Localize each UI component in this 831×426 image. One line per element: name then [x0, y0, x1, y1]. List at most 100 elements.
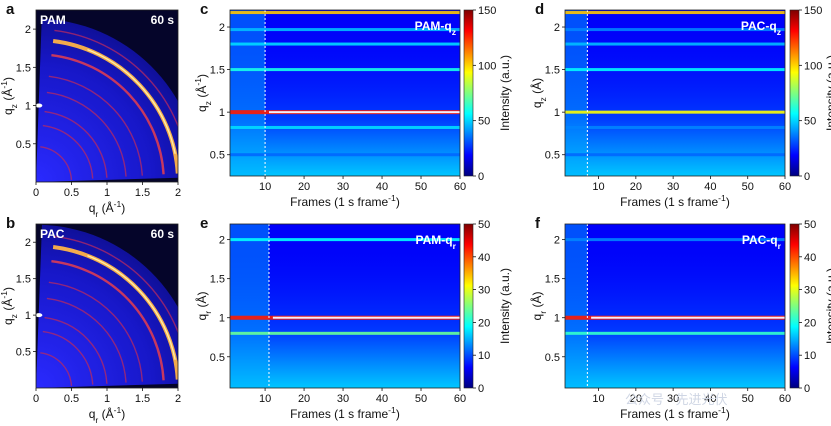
ring-q-1.5: [48, 281, 144, 382]
panel-letter: f: [535, 215, 541, 232]
x-tick-label: 30: [337, 393, 349, 405]
x-tick-label: 50: [415, 393, 427, 405]
colorbar-tick-label: 30: [804, 285, 816, 297]
colorbar-scale: [463, 9, 474, 177]
panel-letter: d: [535, 1, 544, 18]
watermark-text: 公众号 · 先进光伏: [625, 392, 728, 407]
time-label: 60 s: [151, 227, 175, 241]
panel-label: PAM: [40, 13, 66, 27]
band-q-0.8: [230, 331, 460, 335]
y-tick-label: 1.5: [545, 65, 560, 77]
colorbar-scale: [789, 9, 800, 177]
band-q-2.17: [230, 11, 460, 15]
colorbar-tick-label: 100: [478, 60, 496, 72]
time-label: 60 s: [151, 13, 175, 27]
low-q-gradient: [565, 10, 785, 176]
colorbar-tick-label: 50: [478, 219, 490, 231]
low-q-gradient: [230, 224, 460, 388]
band-q-0.5: [565, 153, 785, 157]
ring-q-1: [44, 316, 108, 384]
y-tick-label: 2: [25, 24, 31, 36]
x-axis-label: Frames (1 s frame-1): [620, 193, 730, 209]
ring-q-1: [44, 110, 108, 178]
y-tick-label: 0.5: [545, 352, 560, 364]
x-tick-label: 60: [779, 393, 791, 405]
panel-b: PAC 60 s 0 0.5 1 1.5 2 0.5 1 1.5 2 qr (Å-1) qz (Å-1)…: [0, 215, 181, 425]
y-tick-label: 2: [219, 22, 225, 34]
panel-letter: a: [6, 1, 15, 18]
plot-frame: [564, 223, 786, 389]
band-q-0.82: [230, 125, 460, 129]
x-tick-label: 20: [298, 393, 310, 405]
x-tick-label: 10: [592, 181, 604, 193]
panel-letter: b: [6, 215, 15, 232]
x-tick-label: 1.5: [135, 393, 150, 405]
x-tick-label: 40: [704, 393, 716, 405]
x-tick-label: 30: [667, 393, 679, 405]
x-tick-label: 40: [376, 393, 388, 405]
y-tick-label: 2: [554, 235, 560, 247]
plot-area: [565, 224, 785, 388]
colorbar: 0 50 100 150 Intensity (a.u.): [463, 5, 512, 183]
colorbar-tick-label: 50: [478, 116, 490, 128]
y-tick-label: 1: [554, 313, 560, 325]
y-tick-label: 1.5: [210, 274, 225, 286]
ring-q-1.27: [46, 91, 127, 177]
colorbar-tick-label: 0: [804, 383, 810, 395]
y-axis-label: qr (Å): [529, 292, 548, 321]
y-tick-label: 1: [219, 107, 225, 119]
band-core-q-1: [591, 316, 785, 319]
x-tick-label: 20: [298, 181, 310, 193]
colorbar-tick-label: 50: [804, 219, 816, 231]
colorbar: 0 50 100 150 Intensity (a.u.): [789, 5, 831, 183]
specular-spot: [36, 103, 43, 108]
colorbar: 0 10 20 30 40 50 Intensity (a.u.): [463, 219, 512, 395]
y-axis-label: qr (Å): [194, 292, 213, 321]
x-tick-label: 40: [376, 181, 388, 193]
plot-area: [36, 10, 178, 182]
colorbar-label: Intensity (a.u.): [498, 268, 512, 344]
panel-c: PAM-qz 0 50 100 150 Intensity (a.u.) 10 20 30 40 5…: [193, 1, 512, 209]
x-tick-label: 2: [175, 393, 181, 405]
x-tick-label: 20: [630, 181, 642, 193]
y-tick-label: 0.5: [210, 150, 225, 162]
y-axis-label: qz (Å-1): [0, 77, 19, 115]
panel-a: PAM 60 s 0 0.5 1 1.5 2 0.5 1 1.5 2 qr (Å-1) qz (Å-1)…: [0, 1, 181, 219]
colorbar-tick-label: 0: [478, 171, 484, 183]
band-q-0.82: [565, 125, 785, 129]
panel-label: PAM-qr: [416, 233, 457, 251]
band-q-1.8: [565, 42, 785, 46]
colorbar-scale: [463, 223, 474, 389]
y-tick-label: 0.5: [16, 139, 31, 151]
y-tick-label: 1: [554, 107, 560, 119]
ring-q-1.5: [48, 75, 144, 176]
x-tick-label: 0.5: [64, 187, 79, 199]
y-tick-label: 1.5: [16, 62, 31, 74]
x-tick-label: 30: [667, 181, 679, 193]
plot-frame: [229, 223, 461, 389]
ring-highlight: [87, 48, 176, 154]
y-axis-label: qz (Å-1): [193, 74, 213, 112]
plot-area: [565, 10, 785, 176]
missing-wedge: [36, 224, 42, 388]
colorbar-tick-label: 40: [478, 252, 490, 264]
x-tick-label: 20: [630, 393, 642, 405]
x-tick-label: 0.5: [64, 393, 79, 405]
colorbar-tick-label: 20: [804, 317, 816, 329]
y-axis-label: qz (Å-1): [0, 287, 19, 325]
early-frames-region: [565, 224, 588, 388]
ring-q-2.15: [54, 29, 178, 129]
band-q-1.97: [565, 28, 785, 32]
x-tick-label: 0: [33, 393, 39, 405]
y-axis-label: qz (Å): [529, 78, 548, 108]
x-tick-label: 10: [592, 393, 604, 405]
plot-frame: [229, 9, 461, 177]
x-axis-label: qr (Å-1): [89, 199, 126, 219]
colorbar-label: Intensity (a.u.): [824, 268, 831, 344]
y-tick-label: 1: [25, 101, 31, 113]
plot-area: [230, 224, 460, 388]
ring-q-0.5: [40, 146, 73, 180]
x-tick-label: 50: [742, 393, 754, 405]
colorbar-tick-label: 10: [478, 350, 490, 362]
x-tick-label: 50: [742, 181, 754, 193]
